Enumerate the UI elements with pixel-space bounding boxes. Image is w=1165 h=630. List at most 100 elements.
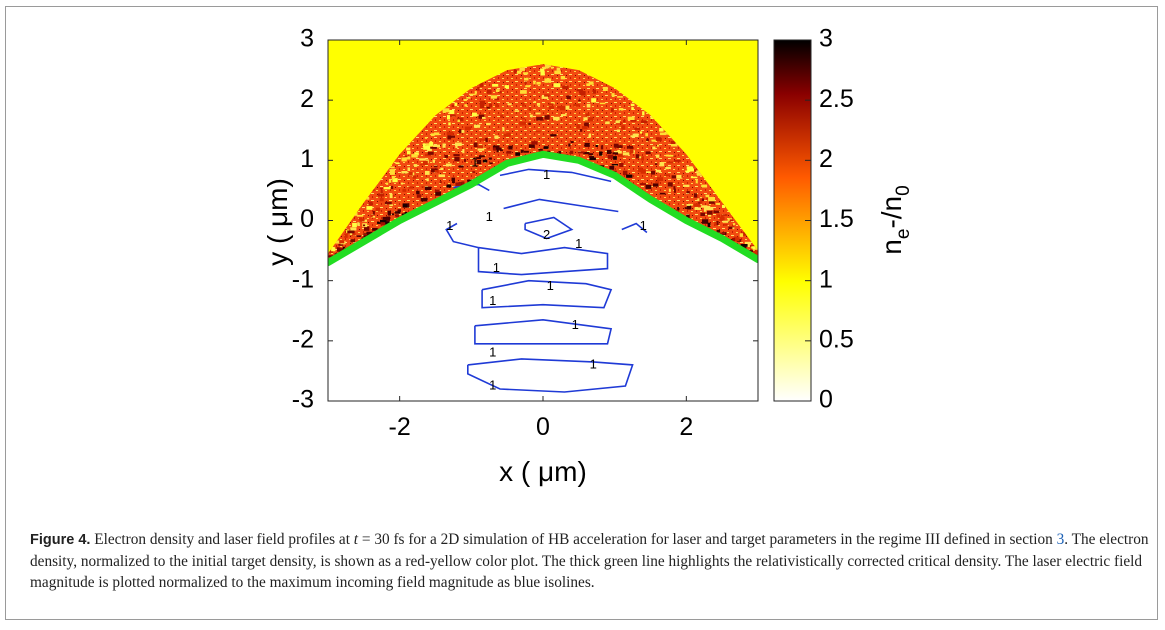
shell-speckle <box>482 159 488 163</box>
shell-speckle <box>344 228 347 231</box>
shell-speckle <box>392 178 398 183</box>
shell-speckle <box>429 141 434 146</box>
shell-speckle <box>449 110 455 114</box>
shell-speckle <box>616 129 621 133</box>
shell-speckle <box>521 117 525 120</box>
shell-speckle <box>707 210 713 215</box>
shell-speckle <box>404 156 411 160</box>
shell-speckle <box>464 126 472 131</box>
shell-speckle <box>664 131 669 135</box>
shell-speckle <box>472 112 477 117</box>
shell-speckle <box>551 66 554 69</box>
shell-speckle <box>599 151 603 156</box>
isoline-label: 1 <box>572 317 579 332</box>
shell-speckle <box>486 122 491 126</box>
shell-speckle <box>520 90 527 94</box>
shell-speckle <box>495 103 499 108</box>
shell-speckle <box>391 176 395 180</box>
shell-speckle <box>476 157 482 159</box>
shell-speckle <box>592 89 596 94</box>
shell-speckle <box>578 99 581 102</box>
shell-speckle <box>371 216 376 218</box>
shell-speckle <box>740 244 748 247</box>
shell-speckle <box>423 145 431 150</box>
shell-speckle <box>630 135 634 138</box>
shell-speckle <box>406 147 411 151</box>
shell-speckle <box>388 179 392 183</box>
shell-speckle <box>479 82 484 87</box>
shell-speckle <box>500 114 504 118</box>
shell-speckle <box>702 219 709 224</box>
shell-speckle <box>394 211 398 214</box>
shell-speckle <box>489 103 492 108</box>
shell-speckle <box>657 177 664 181</box>
shell-speckle <box>528 122 531 125</box>
shell-speckle <box>690 176 698 179</box>
shell-speckle <box>611 108 614 112</box>
x-axis-ticks: -2 0 2 <box>389 40 693 441</box>
shell-speckle <box>686 205 692 210</box>
shell-speckle <box>626 174 633 178</box>
shell-speckle <box>420 197 428 202</box>
shell-speckle <box>447 135 452 140</box>
shell-speckle <box>557 106 562 109</box>
shell-speckle <box>506 150 512 154</box>
shell-speckle <box>716 220 719 226</box>
isoline-label: 1 <box>471 155 478 170</box>
shell-speckle <box>716 214 720 218</box>
shell-speckle <box>424 153 432 157</box>
shell-speckle <box>486 89 492 94</box>
shell-speckle <box>701 198 704 202</box>
isoline <box>503 198 619 213</box>
figure-plot: 1 1 1 1 2 1 1 1 1 1 1 1 1 1 -2 0 2 3 2 1 0 -1 -2 -3 x ( μm) y… <box>262 25 914 487</box>
shell-speckle <box>408 186 414 189</box>
shell-speckle <box>666 161 674 164</box>
colorbar-label-sub-0: 0 <box>893 185 914 196</box>
x-tick-label: -2 <box>389 413 411 441</box>
shell-speckle <box>659 132 666 136</box>
shell-speckle <box>422 143 426 147</box>
shell-speckle <box>538 148 543 151</box>
shell-speckle <box>617 96 623 98</box>
shell-speckle <box>541 95 549 99</box>
shell-speckle <box>400 182 404 185</box>
shell-speckle <box>388 166 395 169</box>
shell-speckle <box>424 137 427 139</box>
shell-speckle <box>519 67 525 71</box>
y-tick-label: -2 <box>292 325 314 353</box>
shell-speckle <box>623 120 626 123</box>
isoline-label: 1 <box>489 344 496 359</box>
shell-speckle <box>447 115 450 120</box>
shell-speckle <box>477 147 485 151</box>
shell-speckle <box>613 143 619 148</box>
shell-speckle <box>391 185 394 189</box>
shell-speckle <box>645 151 651 155</box>
shell-speckle <box>579 129 583 132</box>
shell-speckle <box>433 165 438 168</box>
shell-speckle <box>670 155 677 157</box>
shell-speckle <box>714 221 717 226</box>
isoline-label: 1 <box>547 278 554 293</box>
colorbar-label-mid: -/n <box>876 196 907 229</box>
shell-speckle <box>540 71 545 76</box>
shell-speckle <box>359 218 367 222</box>
shell-speckle <box>388 212 391 216</box>
shell-speckle <box>356 235 362 237</box>
shell-speckle <box>536 81 541 85</box>
shell-speckle <box>732 227 735 230</box>
shell-speckle <box>609 166 615 170</box>
shell-speckle <box>602 87 608 91</box>
isoline-label: 2 <box>543 227 550 242</box>
shell-speckle <box>544 64 551 68</box>
shell-speckle <box>565 105 570 110</box>
shell-speckle <box>710 207 714 210</box>
section-reference-link[interactable]: 3 <box>1056 531 1065 548</box>
shell-speckle <box>622 152 630 156</box>
shell-speckle <box>656 144 659 147</box>
shell-speckle <box>589 155 594 158</box>
shell-speckle <box>380 190 383 194</box>
shell-speckle <box>548 106 554 110</box>
shell-speckle <box>525 85 531 88</box>
isoline-label: 1 <box>590 356 597 371</box>
shell-speckle <box>673 160 681 162</box>
